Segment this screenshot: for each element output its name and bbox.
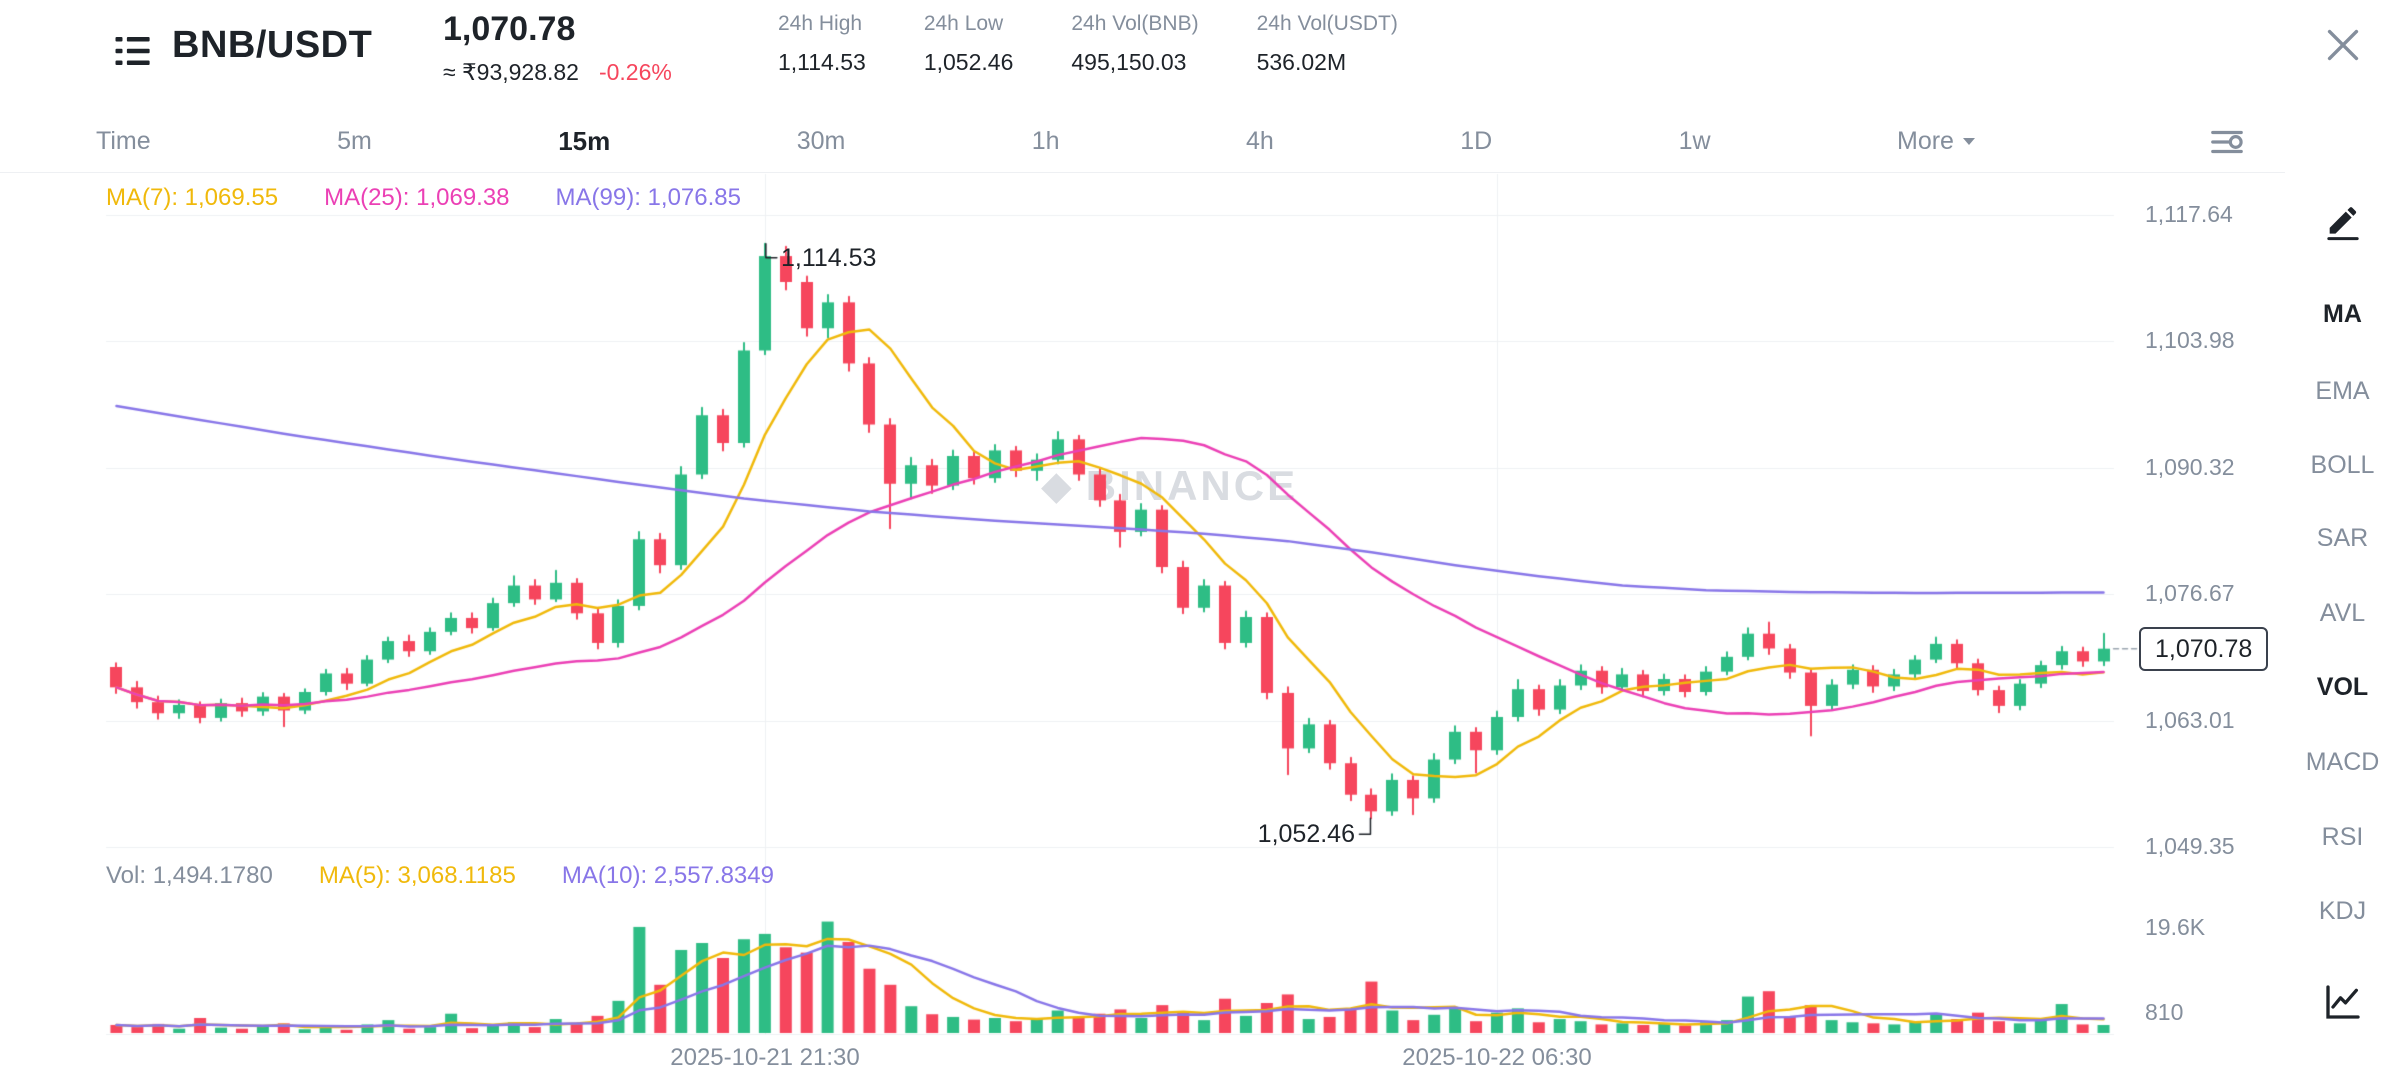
last-price: 1,070.78: [443, 10, 576, 48]
ticker-stats: 24h High 1,114.53 24h Low 1,052.46 24h V…: [778, 12, 1398, 76]
sidebar-item-rsi[interactable]: RSI: [2321, 823, 2364, 851]
ma-indicator-row: MA(7): 1,069.55 MA(25): 1,069.38 MA(99):…: [106, 184, 741, 212]
sidebar-item-kdj[interactable]: KDJ: [2318, 897, 2367, 925]
ma7-label[interactable]: MA(7): 1,069.55: [106, 184, 279, 211]
sidebar-item-vol[interactable]: VOL: [2316, 673, 2369, 701]
header: BNB/USDT 1,070.78 ≈ ₹93,928.82 -0.26% 24…: [0, 0, 2400, 110]
y-axis-label: 1,103.98: [2145, 327, 2235, 353]
sidebar-item-avl[interactable]: AVL: [2319, 599, 2366, 627]
low-price-annotation: 1,052.46: [1257, 820, 1355, 848]
sidebar-item-macd[interactable]: MACD: [2305, 748, 2380, 776]
chart-settings-icon[interactable]: [2208, 123, 2246, 161]
change-percent: -0.26%: [598, 59, 672, 85]
sidebar-item-ma[interactable]: MA: [2323, 300, 2362, 328]
high-price-annotation: 1,114.53: [781, 244, 877, 272]
indicator-sidebar: MA EMA BOLL SAR AVL VOL MACD RSI KDJ: [2285, 110, 2400, 1080]
vol-ma10-label[interactable]: MA(10): 2,557.8349: [561, 862, 774, 889]
markets-menu-icon[interactable]: [112, 30, 154, 72]
sidebar-item-sar[interactable]: SAR: [2316, 524, 2369, 552]
tab-more[interactable]: More: [1897, 127, 1976, 156]
stat-24h-vol-bnb: 24h Vol(BNB) 495,150.03: [1071, 12, 1199, 75]
indicator-chart-icon[interactable]: [2323, 982, 2363, 1022]
vol-label[interactable]: Vol: 1,494.1780: [106, 862, 273, 889]
x-axis-label: 2025-10-21 21:30: [670, 1044, 860, 1071]
y-axis-label: 1,090.32: [2145, 454, 2235, 480]
tab-30m[interactable]: 30m: [796, 126, 846, 155]
y-axis-label: 1,076.67: [2145, 580, 2235, 606]
draw-pencil-icon[interactable]: [2323, 202, 2363, 242]
interval-toolbar: Time 5m 15m 30m 1h 4h 1D 1w More: [0, 110, 2400, 173]
last-price-tag[interactable]: 1,070.78: [2139, 627, 2269, 671]
ma99-label[interactable]: MA(99): 1,076.85: [555, 184, 741, 211]
tab-1w[interactable]: 1w: [1678, 126, 1711, 155]
interval-tabs: Time 5m 15m 30m 1h 4h 1D 1w More: [96, 110, 1976, 172]
tab-time[interactable]: Time: [96, 126, 151, 155]
stat-24h-vol-usdt: 24h Vol(USDT) 536.02M: [1256, 12, 1398, 75]
pair-title: BNB/USDT: [172, 24, 373, 66]
sidebar-item-boll[interactable]: BOLL: [2310, 451, 2375, 479]
ma25-label[interactable]: MA(25): 1,069.38: [324, 184, 510, 211]
chevron-down-icon: [1962, 137, 1975, 145]
tab-5m[interactable]: 5m: [337, 126, 372, 155]
tab-4h[interactable]: 4h: [1245, 126, 1274, 155]
close-icon[interactable]: [2320, 22, 2366, 68]
fiat-price: ≈ ₹93,928.82: [443, 59, 579, 85]
volume-indicator-row: Vol: 1,494.1780 MA(5): 3,068.1185 MA(10)…: [106, 862, 774, 890]
tab-15m[interactable]: 15m: [558, 125, 611, 156]
tab-1d[interactable]: 1D: [1460, 126, 1493, 155]
y-axis-label: 1,117.64: [2145, 201, 2233, 227]
y-axis-label: 1,049.35: [2145, 833, 2235, 859]
sidebar-item-ema[interactable]: EMA: [2315, 377, 2370, 405]
vol-axis-label: 810: [2145, 999, 2184, 1025]
y-axis-label: 1,063.01: [2145, 707, 2235, 733]
vol-ma5-label[interactable]: MA(5): 3,068.1185: [318, 862, 516, 889]
vol-axis-label: 19.6K: [2145, 914, 2206, 940]
tab-1h[interactable]: 1h: [1031, 126, 1060, 155]
stat-24h-low: 24h Low 1,052.46: [923, 12, 1014, 75]
stat-24h-high: 24h High 1,114.53: [778, 12, 866, 75]
x-axis-label: 2025-10-22 06:30: [1402, 1044, 1592, 1071]
price-block: 1,070.78 ≈ ₹93,928.82 -0.26%: [443, 10, 672, 86]
